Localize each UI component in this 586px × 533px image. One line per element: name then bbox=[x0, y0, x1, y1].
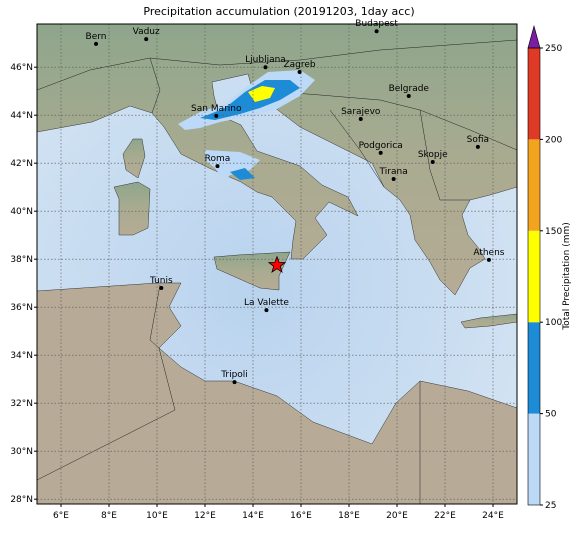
borders bbox=[37, 39, 517, 504]
city-dot bbox=[215, 164, 220, 169]
city-label: Bern bbox=[86, 32, 107, 42]
x-tick-label: 20°E bbox=[386, 511, 408, 521]
colorbar-tick-label: 50 bbox=[545, 410, 557, 420]
city-dot bbox=[159, 286, 164, 290]
city-label: La Valette bbox=[244, 298, 289, 308]
colorbar-extend bbox=[527, 24, 541, 49]
city-dot bbox=[378, 150, 383, 155]
city-label: Budapest bbox=[355, 19, 398, 29]
city-label: Skopje bbox=[418, 150, 448, 160]
map-title: Precipitation accumulation (20191203, 1d… bbox=[143, 5, 414, 18]
y-tick-label: 38°N bbox=[10, 255, 33, 265]
colorbar-tick-label: 25 bbox=[545, 501, 556, 511]
city-label: Podgorica bbox=[359, 141, 403, 151]
colorbar-segment bbox=[528, 230, 540, 323]
x-tick-label: 10°E bbox=[146, 511, 168, 521]
land-crete bbox=[460, 313, 517, 329]
city-dot bbox=[358, 117, 363, 122]
y-tick-label: 42°N bbox=[10, 159, 33, 169]
city-label: Vaduz bbox=[133, 27, 160, 37]
city-dot bbox=[430, 160, 435, 164]
colorbar-tick-label: 150 bbox=[545, 227, 562, 237]
y-tick-label: 36°N bbox=[10, 303, 33, 313]
city-dot bbox=[374, 29, 379, 34]
land-sardinia bbox=[113, 181, 151, 236]
y-tick-label: 40°N bbox=[10, 207, 33, 217]
city-dot bbox=[486, 257, 491, 262]
x-tick-label: 8°E bbox=[101, 511, 117, 521]
y-tick-label: 30°N bbox=[10, 447, 33, 457]
colorbar-segment bbox=[528, 48, 540, 140]
y-tick-label: 46°N bbox=[10, 63, 33, 73]
city-label: Tunis bbox=[149, 276, 173, 286]
x-tick-label: 24°E bbox=[482, 511, 504, 521]
city-dot bbox=[475, 144, 480, 149]
colorbar-tick-label: 250 bbox=[545, 44, 562, 54]
city-label: Zagreb bbox=[283, 60, 315, 70]
city-dot bbox=[264, 308, 269, 313]
land-sicily bbox=[213, 251, 291, 291]
city-label: San Marino bbox=[191, 104, 242, 114]
city-dot bbox=[263, 65, 268, 70]
city-label: Athens bbox=[473, 248, 504, 258]
colorbar-frame bbox=[527, 47, 541, 506]
city-label: Roma bbox=[205, 154, 231, 164]
x-tick-label: 14°E bbox=[242, 511, 264, 521]
city-dot bbox=[144, 37, 149, 42]
colorbar-label: Total Precipitation (mm) bbox=[562, 222, 572, 331]
map-frame bbox=[36, 23, 518, 505]
x-tick-label: 12°E bbox=[194, 511, 216, 521]
city-label: Sofia bbox=[467, 135, 489, 145]
land-corsica bbox=[122, 138, 146, 179]
colorbar-tick-label: 200 bbox=[545, 135, 562, 145]
x-tick-label: 6°E bbox=[53, 511, 69, 521]
colorbar-segment bbox=[528, 413, 540, 505]
event-star bbox=[267, 255, 287, 274]
city-label: Belgrade bbox=[389, 84, 430, 94]
city-dot bbox=[297, 70, 302, 74]
colorbar-segment bbox=[528, 139, 540, 231]
city-dot bbox=[232, 380, 237, 385]
city-label: Tirana bbox=[379, 167, 408, 177]
city-dot bbox=[406, 94, 411, 98]
y-tick-label: 28°N bbox=[10, 495, 33, 505]
graticule bbox=[37, 24, 517, 504]
colorbar-tick-label: 100 bbox=[545, 318, 562, 328]
y-tick-label: 34°N bbox=[10, 351, 33, 361]
city-label: Sarajevo bbox=[341, 107, 381, 117]
x-tick-label: 18°E bbox=[338, 511, 360, 521]
colorbar-segment bbox=[528, 322, 540, 414]
x-tick-label: 22°E bbox=[434, 511, 456, 521]
y-tick-label: 32°N bbox=[10, 399, 33, 409]
city-label: Ljubljana bbox=[245, 55, 286, 65]
city-dot bbox=[214, 113, 219, 118]
city-label: Tripoli bbox=[220, 370, 248, 380]
city-dot bbox=[391, 177, 396, 182]
x-tick-label: 16°E bbox=[290, 511, 312, 521]
y-tick-label: 44°N bbox=[10, 111, 33, 121]
city-dot bbox=[94, 41, 99, 46]
